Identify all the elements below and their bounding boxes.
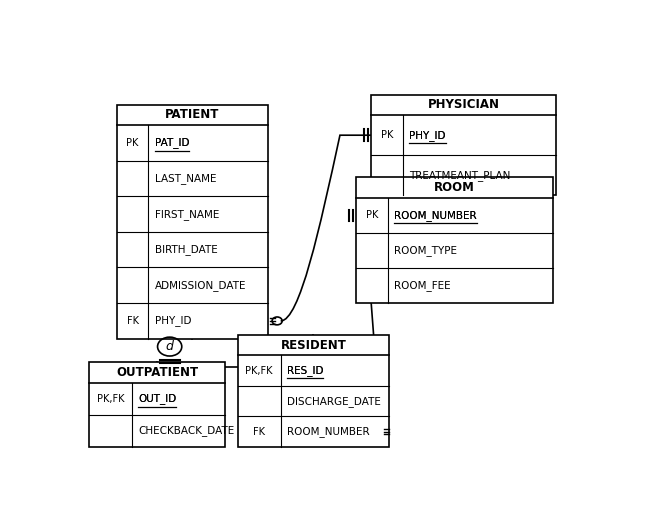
Bar (372, 95, 555, 195)
Text: ROOM_NUMBER: ROOM_NUMBER (395, 210, 477, 221)
Text: OUT_ID: OUT_ID (138, 393, 176, 404)
Text: FK: FK (126, 316, 139, 326)
Text: ROOM_NUMBER: ROOM_NUMBER (395, 210, 477, 221)
Text: RES_ID: RES_ID (286, 365, 323, 376)
Text: PAT_ID: PAT_ID (154, 137, 189, 148)
Text: ROOM_FEE: ROOM_FEE (395, 280, 450, 291)
Text: BIRTH_DATE: BIRTH_DATE (154, 244, 217, 255)
Text: ADMISSION_DATE: ADMISSION_DATE (154, 280, 246, 291)
Bar (89, 362, 225, 447)
Text: PHYSICIAN: PHYSICIAN (428, 99, 499, 111)
Text: RESIDENT: RESIDENT (281, 338, 346, 352)
Text: DISCHARGE_DATE: DISCHARGE_DATE (286, 396, 381, 407)
Text: PATIENT: PATIENT (165, 108, 219, 121)
Text: PK,FK: PK,FK (245, 365, 273, 376)
Text: PAT_ID: PAT_ID (154, 137, 189, 148)
Bar (356, 177, 553, 304)
Text: PHY_ID: PHY_ID (409, 130, 446, 141)
Text: ROOM: ROOM (434, 181, 475, 194)
Text: LAST_NAME: LAST_NAME (154, 173, 216, 184)
Text: CHECKBACK_DATE: CHECKBACK_DATE (138, 426, 234, 436)
Text: ROOM_TYPE: ROOM_TYPE (395, 245, 457, 256)
Text: PK: PK (381, 130, 394, 140)
Text: OUTPATIENT: OUTPATIENT (116, 366, 198, 379)
Text: d: d (166, 340, 174, 353)
Text: TREATMEANT_PLAN: TREATMEANT_PLAN (409, 170, 510, 180)
Text: FIRST_NAME: FIRST_NAME (154, 208, 219, 220)
Text: PK: PK (366, 211, 378, 220)
Text: PK: PK (126, 138, 139, 148)
Text: PK,FK: PK,FK (96, 394, 124, 404)
Text: OUT_ID: OUT_ID (138, 393, 176, 404)
Bar (117, 105, 268, 339)
Text: PHY_ID: PHY_ID (154, 315, 191, 327)
Text: FK: FK (253, 427, 265, 436)
Text: RES_ID: RES_ID (286, 365, 323, 376)
Bar (238, 335, 389, 447)
Text: PHY_ID: PHY_ID (409, 130, 446, 141)
Text: ROOM_NUMBER: ROOM_NUMBER (286, 426, 369, 437)
